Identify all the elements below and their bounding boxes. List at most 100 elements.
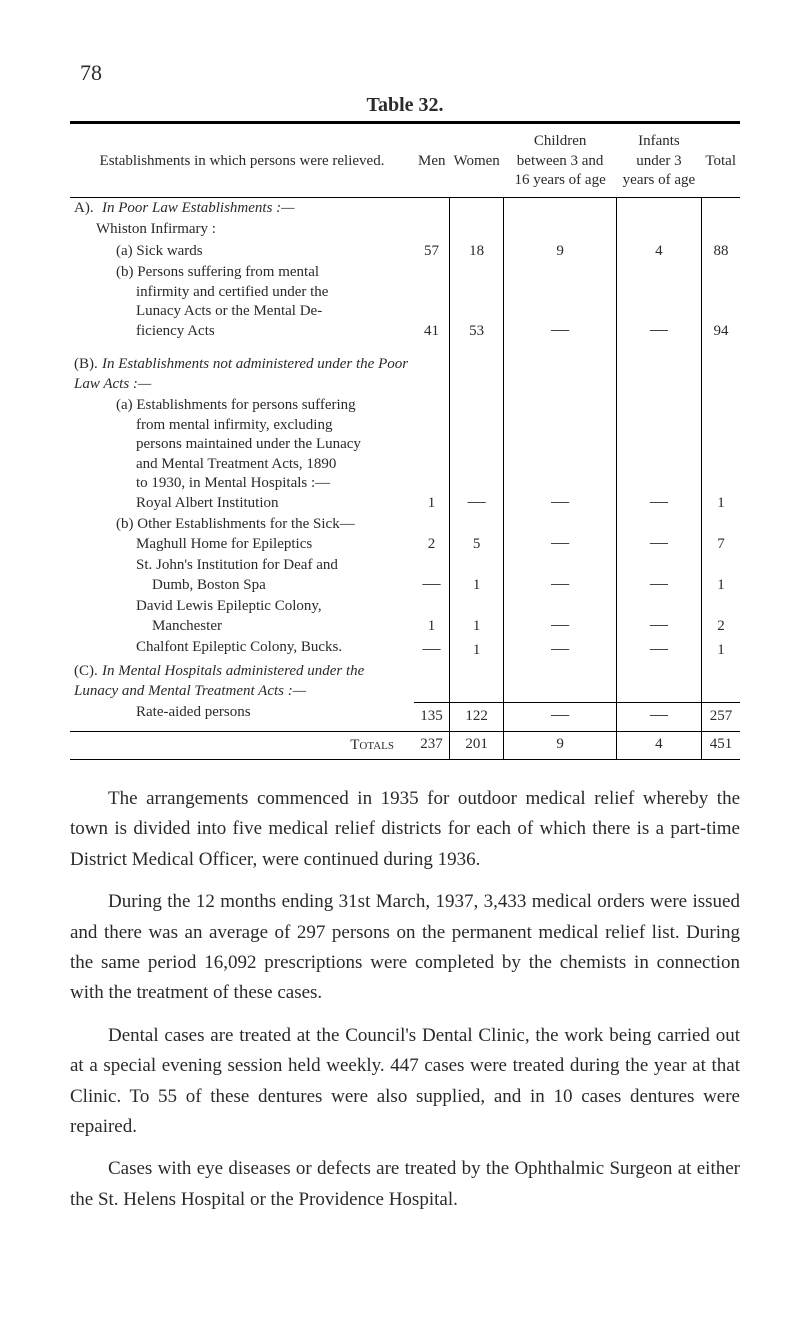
- cell-men: 1: [414, 596, 450, 637]
- cell: [616, 354, 701, 395]
- cell-children: —: [504, 395, 617, 514]
- cell: [504, 219, 617, 241]
- section-label-a: A).: [74, 199, 102, 219]
- table-row: A). In Poor Law Establishments :—: [70, 197, 740, 219]
- table-title: Table 32.: [70, 94, 740, 117]
- table-row: Whiston Infirmary :: [70, 219, 740, 241]
- top-rule: [70, 121, 740, 124]
- totals-children: 9: [504, 731, 617, 760]
- b-b-label: (b) Other Establishments for the Sick—: [74, 515, 410, 535]
- cell-total: 94: [701, 262, 740, 342]
- cell-men: 41: [414, 262, 450, 342]
- cell-children: —: [504, 637, 617, 661]
- cell-infants: 4: [616, 241, 701, 263]
- cell-men: 57: [414, 241, 450, 263]
- cell-men: 1: [414, 395, 450, 514]
- cell-infants: —: [616, 555, 701, 596]
- totals-row: Totals 237 201 9 4 451: [70, 731, 740, 760]
- cell-infants: —: [616, 514, 701, 555]
- table-row: David Lewis Epileptic Colony, Manchester…: [70, 596, 740, 637]
- cell-total: 257: [701, 702, 740, 731]
- cell-children: —: [504, 514, 617, 555]
- cell-women: 1: [450, 637, 504, 661]
- table-row: Chalfont Epileptic Colony, Bucks. — 1 — …: [70, 637, 740, 661]
- cell-desc: (a) Establishments for persons suffering…: [70, 395, 414, 514]
- col-header-children: Children between 3 and 16 years of age: [504, 126, 617, 197]
- cell: [504, 197, 617, 219]
- cell: [504, 661, 617, 702]
- cell-men: —: [414, 555, 450, 596]
- cell-total: 1: [701, 395, 740, 514]
- cell: [414, 219, 450, 241]
- cell: [450, 661, 504, 702]
- cell-total: 1: [701, 637, 740, 661]
- cell: [701, 197, 740, 219]
- cell-men: —: [414, 637, 450, 661]
- whiston-label: Whiston Infirmary :: [74, 220, 410, 240]
- cell-desc: Chalfont Epileptic Colony, Bucks.: [70, 637, 414, 661]
- cell-desc: Rate-aided persons: [70, 702, 414, 731]
- paragraph-2: During the 12 months ending 31st March, …: [70, 887, 740, 1009]
- col-header-infants: Infants under 3 years of age: [616, 126, 701, 197]
- b-a-l5: to 1930, in Mental Hospitals :—: [74, 474, 410, 494]
- cell-infants: —: [616, 596, 701, 637]
- dumb-desc: Dumb, Boston Spa: [74, 576, 410, 596]
- b-a-l2: from mental infirmity, excluding: [74, 416, 410, 436]
- chalfont-desc: Chalfont Epileptic Colony, Bucks.: [74, 638, 410, 658]
- table-row: (b) Persons suffering from mental infirm…: [70, 262, 740, 342]
- cell: [450, 219, 504, 241]
- b-a-l4: and Mental Treatment Acts, 1890: [74, 455, 410, 475]
- paragraph-3: Dental cases are treated at the Council'…: [70, 1021, 740, 1143]
- cell-infants: —: [616, 262, 701, 342]
- table-row: (B). In Establishments not administered …: [70, 354, 740, 395]
- paragraph-4: Cases with eye diseases or defects are t…: [70, 1154, 740, 1215]
- b-a-l1: (a) Establishments for persons suffering: [74, 396, 410, 416]
- table-row: (a) Sick wards 57 18 9 4 88: [70, 241, 740, 263]
- cell-women: 1: [450, 555, 504, 596]
- row-b-l4: ficiency Acts: [74, 322, 410, 342]
- cell-desc: (B). In Establishments not administered …: [70, 354, 414, 395]
- header-row: Establishments in which persons were rel…: [70, 126, 740, 197]
- rate-aided-desc: Rate-aided persons: [74, 703, 410, 723]
- cell-children: —: [504, 262, 617, 342]
- cell-total: 1: [701, 555, 740, 596]
- table-row: St. John's Institution for Deaf and Dumb…: [70, 555, 740, 596]
- section-label-b: (B).: [74, 355, 102, 375]
- cell-children: 9: [504, 241, 617, 263]
- cell: [450, 354, 504, 395]
- cell: [701, 354, 740, 395]
- cell: [450, 197, 504, 219]
- stjohn-l1: St. John's Institution for Deaf and: [74, 556, 410, 576]
- cell-men: 135: [414, 702, 450, 731]
- cell-total: 7: [701, 514, 740, 555]
- cell-desc: (b) Other Establishments for the Sick— M…: [70, 514, 414, 555]
- table-row: (a) Establishments for persons suffering…: [70, 395, 740, 514]
- cell-women: 18: [450, 241, 504, 263]
- cell-desc: A). In Poor Law Establishments :—: [70, 197, 414, 219]
- cell-total: 88: [701, 241, 740, 263]
- cell: [414, 354, 450, 395]
- page-container: 78 Table 32. Establishments in which per…: [0, 0, 800, 1267]
- cell-desc: (a) Sick wards: [70, 241, 414, 263]
- col-header-women: Women: [450, 126, 504, 197]
- cell: [616, 661, 701, 702]
- sick-wards-desc: (a) Sick wards: [74, 242, 410, 262]
- body-text: The arrangements commenced in 1935 for o…: [70, 784, 740, 1215]
- cell: [701, 219, 740, 241]
- cell: [616, 219, 701, 241]
- cell: [414, 197, 450, 219]
- paragraph-1: The arrangements commenced in 1935 for o…: [70, 784, 740, 875]
- cell-children: —: [504, 555, 617, 596]
- cell-infants: —: [616, 637, 701, 661]
- section-title-a: In Poor Law Establishments :—: [102, 200, 295, 216]
- cell-desc: David Lewis Epileptic Colony, Manchester: [70, 596, 414, 637]
- totals-men: 237: [414, 731, 450, 760]
- cell-infants: —: [616, 702, 701, 731]
- section-title-b: In Establishments not administered under…: [74, 356, 408, 392]
- col-header-desc: Establishments in which persons were rel…: [70, 126, 414, 197]
- cell-desc: St. John's Institution for Deaf and Dumb…: [70, 555, 414, 596]
- manchester-desc: Manchester: [74, 617, 410, 637]
- totals-label: Totals: [70, 731, 414, 760]
- table-row: (b) Other Establishments for the Sick— M…: [70, 514, 740, 555]
- cell-desc: (C). In Mental Hospitals administered un…: [70, 661, 414, 702]
